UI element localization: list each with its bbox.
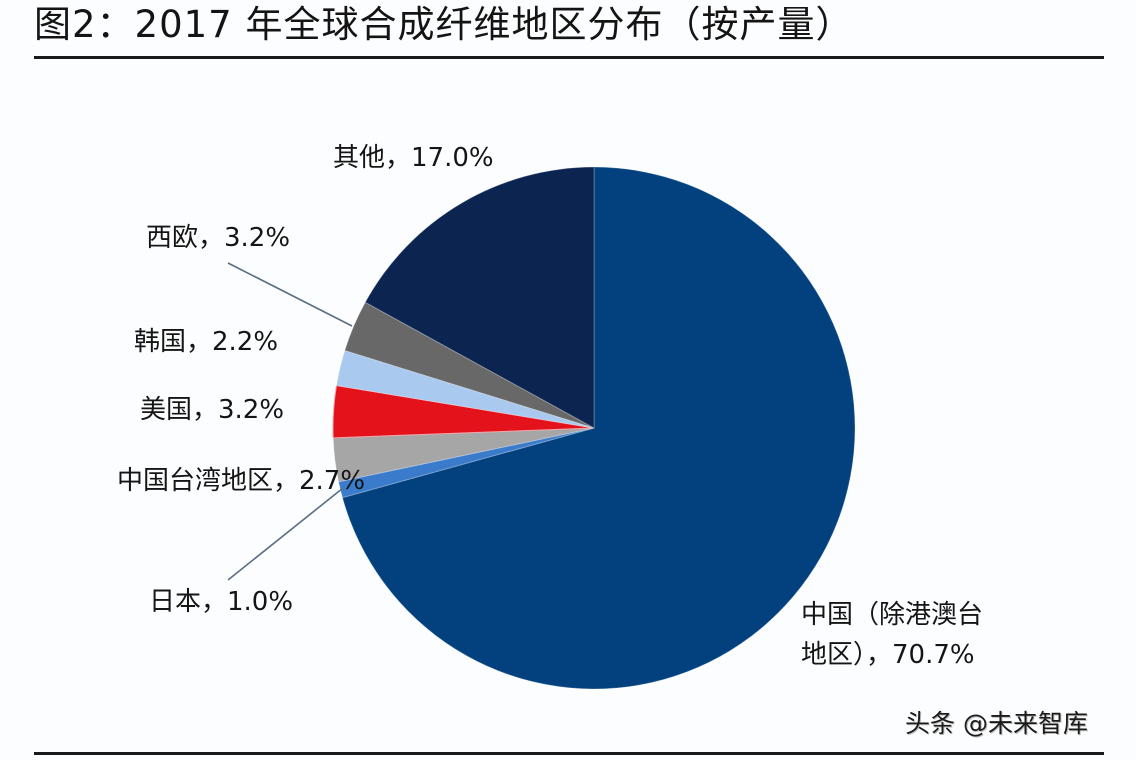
pie-slice-4 — [335, 349, 595, 429]
pie-slice-6 — [364, 166, 595, 429]
label-west-europe: 西欧，3.2% — [146, 223, 291, 253]
chart-title: 图2：2017 年全球合成纤维地区分布（按产量） — [34, 3, 854, 46]
label-other: 其他，17.0% — [333, 143, 494, 173]
label-korea: 韩国，2.2% — [134, 327, 279, 357]
pie-slice-5 — [344, 301, 595, 429]
pie-slice-3 — [332, 384, 595, 439]
bottom-divider — [34, 752, 1104, 755]
pie-slice-0 — [341, 166, 856, 690]
leader-line — [227, 262, 353, 327]
label-taiwan: 中国台湾地区，2.7% — [117, 466, 366, 496]
label-china: 中国（除港澳台 地区），70.7% — [801, 600, 984, 670]
leader-line — [227, 487, 344, 581]
label-japan: 日本，1.0% — [149, 587, 294, 617]
watermark: 头条 @未来智库 — [905, 709, 1088, 738]
top-divider — [34, 56, 1104, 59]
label-usa: 美国，3.2% — [140, 395, 285, 425]
